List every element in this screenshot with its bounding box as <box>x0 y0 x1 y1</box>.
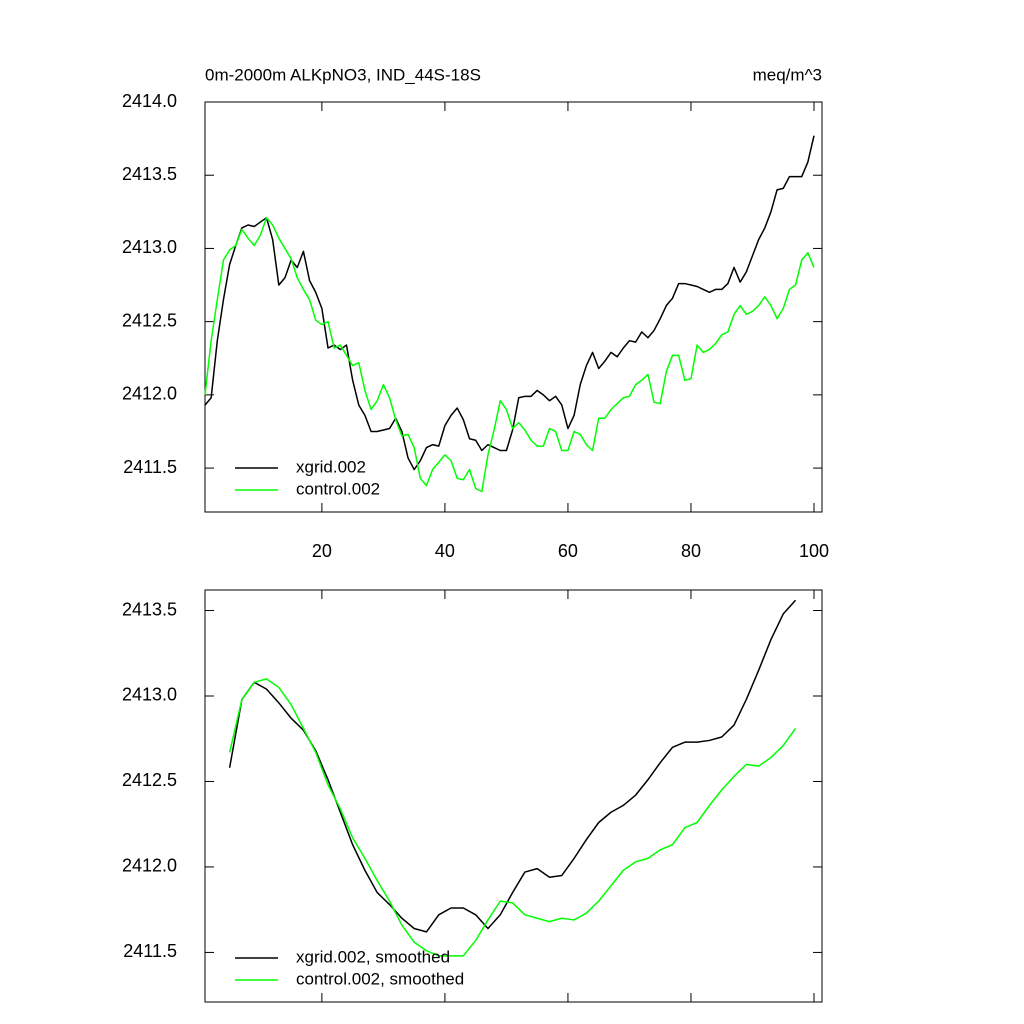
y-tick-label: 2412.5 <box>122 310 177 330</box>
series-line <box>204 135 815 471</box>
y-tick-label: 2412.0 <box>122 384 177 404</box>
y-tick-label: 2411.5 <box>123 457 177 477</box>
x-tick-label: 40 <box>435 541 455 561</box>
legend-label: control.002 <box>296 479 380 498</box>
y-tick-label: 2413.5 <box>122 164 177 184</box>
x-tick-label: 100 <box>799 541 829 561</box>
legend-label: xgrid.002, smoothed <box>296 947 450 966</box>
y-tick-label: 2413.5 <box>122 599 177 619</box>
units-label: meq/m^3 <box>753 65 822 84</box>
plot-frame <box>204 101 823 513</box>
legend-label: xgrid.002 <box>296 457 366 476</box>
chart-title: 0m-2000m ALKpNO3, IND_44S-18S <box>205 65 481 84</box>
y-tick-label: 2411.5 <box>123 941 177 961</box>
y-tick-label: 2412.0 <box>122 856 177 876</box>
series-line <box>228 599 797 933</box>
y-tick-label: 2413.0 <box>122 685 177 705</box>
y-tick-label: 2412.5 <box>122 770 177 790</box>
series-line <box>204 216 815 493</box>
x-tick-label: 60 <box>558 541 578 561</box>
series-line <box>228 678 797 957</box>
plot-frame <box>204 589 823 1003</box>
x-tick-label: 20 <box>312 541 332 561</box>
legend-label: control.002, smoothed <box>296 969 464 988</box>
x-tick-label: 80 <box>681 541 701 561</box>
y-tick-label: 2413.0 <box>122 237 177 257</box>
y-tick-label: 2414.0 <box>122 91 177 111</box>
